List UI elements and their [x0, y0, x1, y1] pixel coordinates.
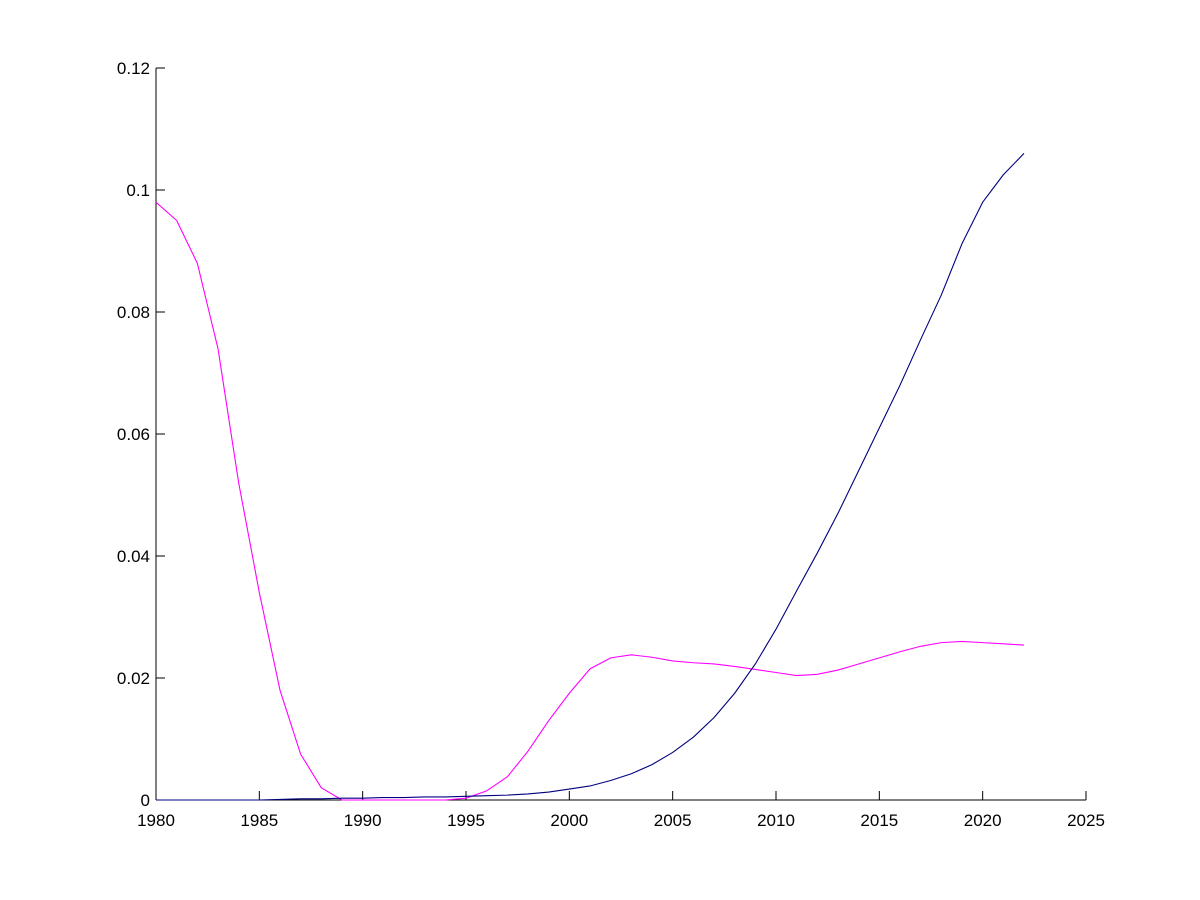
- series-line-2: [156, 153, 1025, 801]
- x-tick-label: 1990: [344, 811, 382, 830]
- x-tick-label: 1980: [137, 811, 175, 830]
- x-tick-label: 2015: [860, 811, 898, 830]
- x-tick-label: 2005: [654, 811, 692, 830]
- y-tick-label: 0.1: [126, 181, 150, 200]
- axes: 1980 1985 1990 1995 2000 2005 2010 2015 2020 2025…: [117, 59, 1105, 830]
- y-tick-label: 0.02: [117, 669, 150, 688]
- x-tick-label: 2020: [964, 811, 1002, 830]
- series-line-1: [155, 201, 1025, 801]
- x-tick-label: 1995: [447, 811, 485, 830]
- y-tick-label: 0: [141, 791, 150, 810]
- series-group: [155, 153, 1025, 801]
- x-tick-label: 1985: [240, 811, 278, 830]
- y-tick-label: 0.06: [117, 425, 150, 444]
- x-tick-label: 2010: [757, 811, 795, 830]
- x-tick-label: 2000: [550, 811, 588, 830]
- y-tick-label: 0.08: [117, 303, 150, 322]
- x-tick-label: 2025: [1067, 811, 1105, 830]
- y-tick-label: 0.04: [117, 547, 150, 566]
- y-tick-label: 0.12: [117, 59, 150, 78]
